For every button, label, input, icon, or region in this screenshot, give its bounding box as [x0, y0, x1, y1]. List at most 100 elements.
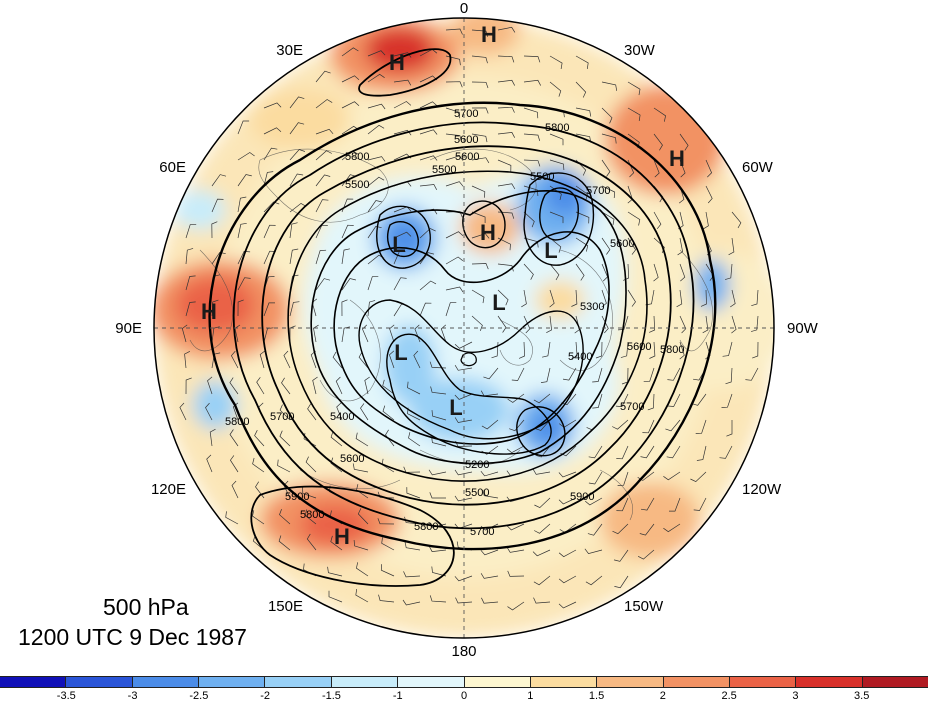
wind-barb	[367, 176, 385, 187]
wind-barb	[667, 367, 681, 381]
wind-barb	[362, 324, 369, 343]
wind-barb	[185, 377, 192, 395]
wind-barb	[382, 379, 395, 395]
wind-barb	[614, 575, 629, 589]
wind-barb	[445, 107, 461, 119]
wind-barb	[211, 252, 226, 265]
wind-barb	[407, 381, 421, 395]
wind-barb	[429, 492, 446, 499]
wind-barb	[419, 129, 438, 135]
lon-label-60e: 60E	[159, 159, 186, 176]
wind-barb	[229, 429, 239, 447]
high-pressure-marker: H	[480, 220, 496, 245]
wind-barb	[367, 275, 379, 291]
wind-barb	[471, 289, 485, 304]
wind-barb	[558, 549, 577, 558]
wind-barb	[497, 237, 511, 251]
wind-barb	[419, 252, 435, 265]
wind-barb	[367, 156, 386, 162]
low-pressure-marker: L	[544, 238, 557, 263]
wind-barb	[315, 150, 332, 161]
wind-barb	[431, 436, 447, 447]
wind-barb	[601, 289, 607, 308]
wind-barb	[523, 55, 541, 63]
wind-barb	[211, 299, 219, 317]
wind-barb	[289, 301, 300, 317]
wind-barb	[455, 597, 473, 604]
height-contours	[208, 48, 717, 587]
wind-barb	[690, 471, 707, 483]
contour-label: 5600	[455, 151, 479, 163]
wind-barb	[523, 79, 542, 86]
wind-barb	[612, 523, 629, 535]
wind-barb	[523, 107, 539, 119]
high-pressure-marker: H	[669, 146, 685, 171]
wind-barb	[185, 248, 194, 265]
wind-barb	[471, 185, 486, 198]
wind-barb	[497, 183, 516, 190]
wind-barb	[549, 237, 562, 253]
wind-barb	[731, 211, 742, 229]
wind-barb	[471, 157, 490, 164]
wind-barb	[676, 289, 683, 308]
wind-barb	[419, 184, 438, 190]
wind-barb	[211, 174, 227, 187]
wind-barb	[497, 26, 516, 33]
wind-barb	[627, 237, 637, 255]
wind-barb	[312, 376, 318, 395]
wind-barb	[263, 302, 275, 317]
wind-barb	[431, 566, 447, 577]
wind-barb	[533, 575, 551, 586]
wind-barb	[393, 250, 406, 265]
wind-barb	[237, 299, 244, 317]
high-pressure-marker: H	[334, 524, 350, 549]
wind-barb	[454, 341, 473, 349]
wind-barb	[584, 548, 603, 554]
contour-label: 5800	[660, 344, 684, 356]
wind-barb	[471, 263, 489, 270]
colorbar-tick-label: -2.5	[189, 690, 209, 702]
wind-barb	[352, 463, 369, 473]
datetime-title: 1200 UTC 9 Dec 1987	[18, 624, 247, 650]
wind-barb	[471, 211, 486, 223]
wind-barb	[263, 250, 276, 265]
wind-barb	[367, 200, 382, 213]
wind-barb	[229, 455, 239, 473]
wind-barb	[585, 575, 603, 586]
wind-barb	[601, 237, 611, 255]
contour-label: 5500	[465, 487, 489, 499]
wind-barb	[211, 221, 218, 239]
wind-barb	[356, 562, 369, 577]
contour-label: 5600	[627, 341, 651, 353]
lon-label-30w: 30W	[624, 42, 655, 59]
wind-barb	[535, 445, 551, 458]
wind-barb	[558, 497, 577, 505]
wind-barb	[237, 196, 247, 213]
contour-label: 5700	[620, 401, 644, 413]
contour-label: 5400	[330, 411, 354, 423]
wind-barb	[263, 224, 276, 239]
wind-barb	[693, 497, 707, 511]
wind-barb	[279, 508, 291, 525]
wind-barb	[601, 315, 609, 334]
pressure-centers: H H H H H H L L L L L	[201, 22, 685, 549]
wind-barb	[481, 597, 499, 604]
wind-barb	[677, 237, 683, 256]
wind-barb	[532, 469, 551, 475]
wind-barb	[315, 278, 331, 291]
wind-barb	[653, 159, 660, 178]
wind-barb	[482, 489, 499, 499]
wind-barb	[184, 350, 191, 369]
wind-barb	[445, 181, 464, 187]
high-pressure-marker: H	[481, 22, 497, 47]
wind-barb	[289, 222, 298, 239]
wind-barb	[575, 237, 589, 252]
wind-barb	[237, 251, 251, 265]
wind-barb	[523, 263, 534, 280]
low-pressure-marker: L	[449, 395, 462, 420]
wind-barbs	[179, 26, 759, 611]
contour-label: 5700	[586, 185, 610, 197]
wind-barb	[523, 315, 531, 334]
wind-barb	[406, 487, 421, 499]
wind-barb	[207, 376, 213, 395]
